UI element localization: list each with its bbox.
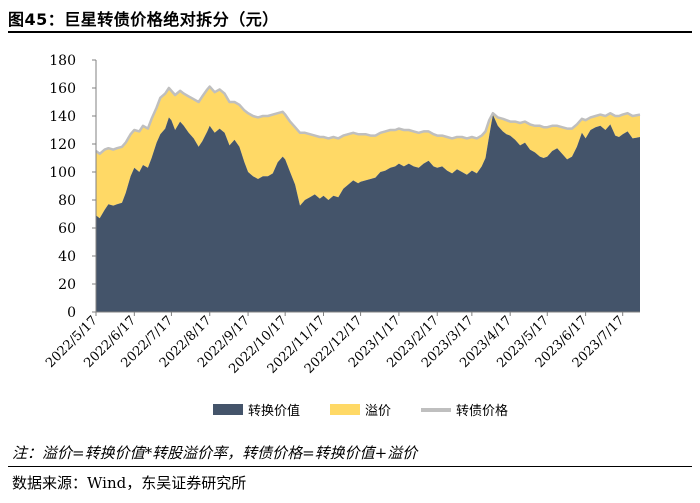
legend: 转换价值 溢价 转债价格: [213, 403, 508, 419]
bond-price-line: [95, 85, 641, 156]
legend-premium: 溢价: [330, 404, 391, 419]
plot-area: [95, 85, 641, 312]
legend-premium-swatch: [330, 404, 360, 415]
chart-title: 图45：巨星转债价格绝对拆分（元）: [8, 10, 279, 29]
y-tick-label: 80: [58, 193, 76, 209]
y-tick-label: 120: [49, 137, 76, 153]
y-tick-label: 60: [58, 221, 76, 237]
y-tick-label: 100: [49, 165, 76, 181]
y-tick-label: 160: [49, 81, 76, 97]
y-tick-label: 0: [67, 305, 76, 321]
chart-note: 注：溢价=转换价值*转股溢价率，转债价格=转换价值+溢价: [12, 444, 418, 462]
title-rule: [8, 31, 692, 33]
chart-area: 0204060801001201401601802022/5/172022/6/…: [43, 53, 641, 419]
data-source: 数据来源：Wind，东吴证券研究所: [12, 474, 247, 492]
legend-bond-price-label: 转债价格: [456, 403, 508, 419]
y-tick-label: 180: [49, 53, 76, 69]
legend-conversion-value-swatch: [213, 404, 243, 415]
legend-conversion-value: 转换价值: [213, 403, 300, 419]
legend-bond-price: 转债价格: [421, 403, 508, 419]
legend-conversion-value-label: 转换价值: [248, 403, 300, 419]
note-rule: [8, 466, 692, 467]
y-tick-label: 40: [58, 249, 76, 265]
legend-premium-label: 溢价: [365, 404, 391, 419]
y-tick-label: 140: [49, 109, 76, 125]
y-tick-label: 20: [58, 277, 76, 293]
conversion-value-area: [96, 114, 640, 312]
